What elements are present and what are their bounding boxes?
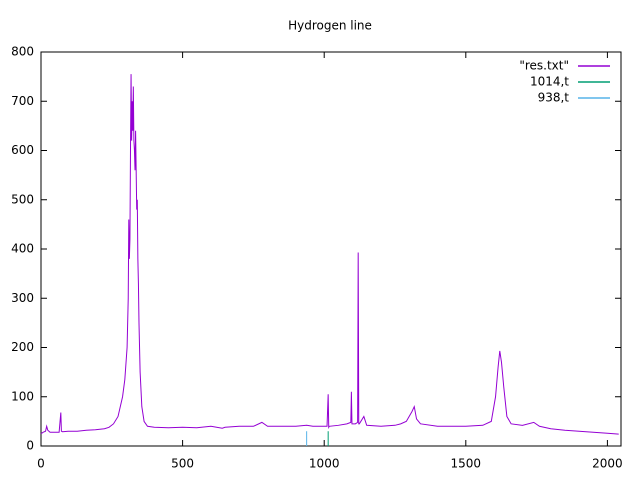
- series-line: [40, 74, 619, 435]
- y-tick-label: 100: [11, 389, 34, 403]
- y-tick-label: 200: [11, 340, 34, 354]
- x-tick-label: 1500: [451, 457, 482, 471]
- y-tick-label: 700: [11, 94, 34, 108]
- legend-label: 1014,t: [530, 75, 569, 89]
- legend-label: 938,t: [538, 91, 570, 105]
- legend-label: "res.txt": [519, 59, 569, 73]
- chart-title: Hydrogen line: [288, 19, 372, 33]
- x-tick-label: 0: [37, 457, 45, 471]
- x-tick-label: 1000: [309, 457, 340, 471]
- y-tick-label: 400: [11, 242, 34, 256]
- y-tick-label: 300: [11, 291, 34, 305]
- plot-frame: [40, 51, 622, 447]
- y-tick-label: 600: [11, 143, 34, 157]
- x-tick-label: 2000: [592, 457, 623, 471]
- y-tick-label: 0: [26, 439, 34, 453]
- x-tick-label: 500: [171, 457, 194, 471]
- y-tick-label: 800: [11, 45, 34, 59]
- y-tick-label: 500: [11, 192, 34, 206]
